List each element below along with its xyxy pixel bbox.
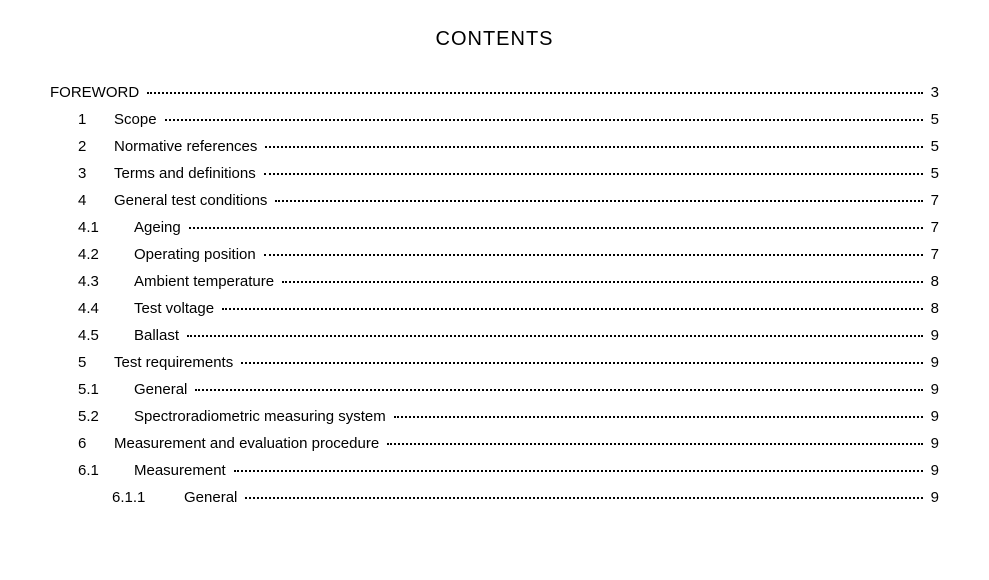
toc-entry-number: 6.1: [78, 463, 134, 478]
toc-entry: 4.5Ballast 9: [50, 328, 939, 343]
contents-page: CONTENTS FOREWORD31Scope52Normative refe…: [0, 0, 989, 537]
toc-entry-page: 7: [925, 220, 939, 235]
toc-entry-title: Normative references: [114, 139, 263, 154]
toc-entry-title: Spectroradiometric measuring system: [134, 409, 392, 424]
toc-entry-page: 9: [925, 409, 939, 424]
toc-entry: 2Normative references 5: [50, 139, 939, 154]
toc-leader-dots: [195, 389, 922, 391]
toc-entry-title: Terms and definitions: [114, 166, 262, 181]
toc-entry-page: 9: [925, 328, 939, 343]
toc-entry-page: 7: [925, 247, 939, 262]
toc-entry-number: 6: [78, 436, 114, 451]
toc-entry: 6.1.1General 9: [50, 490, 939, 505]
toc-leader-dots: [264, 254, 923, 256]
toc-leader-dots: [275, 200, 922, 202]
toc-leader-dots: [387, 443, 922, 445]
toc-entry: 5.1General 9: [50, 382, 939, 397]
toc-entry-title: FOREWORD: [50, 85, 145, 100]
toc-entry: 4.2Operating position 7: [50, 247, 939, 262]
toc-entry-number: 4.4: [78, 301, 134, 316]
toc-entry-page: 5: [925, 139, 939, 154]
toc-entry: FOREWORD 3: [50, 85, 939, 100]
toc-entry-number: 4.2: [78, 247, 134, 262]
toc-entry-number: 3: [78, 166, 114, 181]
toc-entry-title: Test voltage: [134, 301, 220, 316]
toc-entry-title: Ambient temperature: [134, 274, 280, 289]
toc-leader-dots: [265, 146, 922, 148]
toc-entry: 4.3Ambient temperature 8: [50, 274, 939, 289]
toc-entry: 4.4Test voltage 8: [50, 301, 939, 316]
toc-entry-number: 6.1.1: [112, 490, 184, 505]
toc-leader-dots: [187, 335, 923, 337]
toc-entry-title: General: [184, 490, 243, 505]
toc-entry-page: 3: [925, 85, 939, 100]
toc-entry-page: 9: [925, 436, 939, 451]
toc-entry: 5.2Spectroradiometric measuring system 9: [50, 409, 939, 424]
toc-entry-page: 8: [925, 274, 939, 289]
toc-entry-number: 4.5: [78, 328, 134, 343]
toc-entry-title: Scope: [114, 112, 163, 127]
toc-entry: 1Scope 5: [50, 112, 939, 127]
toc-entry-number: 4.3: [78, 274, 134, 289]
toc-entry-page: 9: [925, 355, 939, 370]
toc-entry-page: 8: [925, 301, 939, 316]
toc-entry-page: 9: [925, 382, 939, 397]
toc-entry: 5Test requirements 9: [50, 355, 939, 370]
toc-entry-title: General: [134, 382, 193, 397]
toc-entry-title: Ageing: [134, 220, 187, 235]
toc-entry-title: Measurement: [134, 463, 232, 478]
toc-leader-dots: [394, 416, 923, 418]
page-title: CONTENTS: [50, 28, 939, 51]
toc-entry-number: 1: [78, 112, 114, 127]
table-of-contents: FOREWORD31Scope52Normative references53T…: [50, 85, 939, 505]
toc-entry: 6.1Measurement 9: [50, 463, 939, 478]
toc-entry-title: Ballast: [134, 328, 185, 343]
toc-entry-title: Measurement and evaluation procedure: [114, 436, 385, 451]
toc-entry-title: Operating position: [134, 247, 262, 262]
toc-entry-page: 7: [925, 193, 939, 208]
toc-entry-page: 5: [925, 166, 939, 181]
toc-entry-page: 9: [925, 463, 939, 478]
toc-entry: 4General test conditions 7: [50, 193, 939, 208]
toc-leader-dots: [222, 308, 923, 310]
toc-entry: 3Terms and definitions 5: [50, 166, 939, 181]
toc-entry: 6Measurement and evaluation procedure 9: [50, 436, 939, 451]
toc-entry-page: 5: [925, 112, 939, 127]
toc-leader-dots: [264, 173, 923, 175]
toc-entry-title: Test requirements: [114, 355, 239, 370]
toc-entry-number: 5.2: [78, 409, 134, 424]
toc-entry-number: 5: [78, 355, 114, 370]
toc-leader-dots: [165, 119, 923, 121]
toc-entry-number: 4.1: [78, 220, 134, 235]
toc-leader-dots: [282, 281, 923, 283]
toc-entry-number: 5.1: [78, 382, 134, 397]
toc-entry-number: 4: [78, 193, 114, 208]
toc-leader-dots: [147, 92, 922, 94]
toc-leader-dots: [241, 362, 922, 364]
toc-leader-dots: [245, 497, 922, 499]
toc-leader-dots: [189, 227, 923, 229]
toc-entry-number: 2: [78, 139, 114, 154]
toc-leader-dots: [234, 470, 923, 472]
toc-entry: 4.1Ageing 7: [50, 220, 939, 235]
toc-entry-page: 9: [925, 490, 939, 505]
toc-entry-title: General test conditions: [114, 193, 273, 208]
